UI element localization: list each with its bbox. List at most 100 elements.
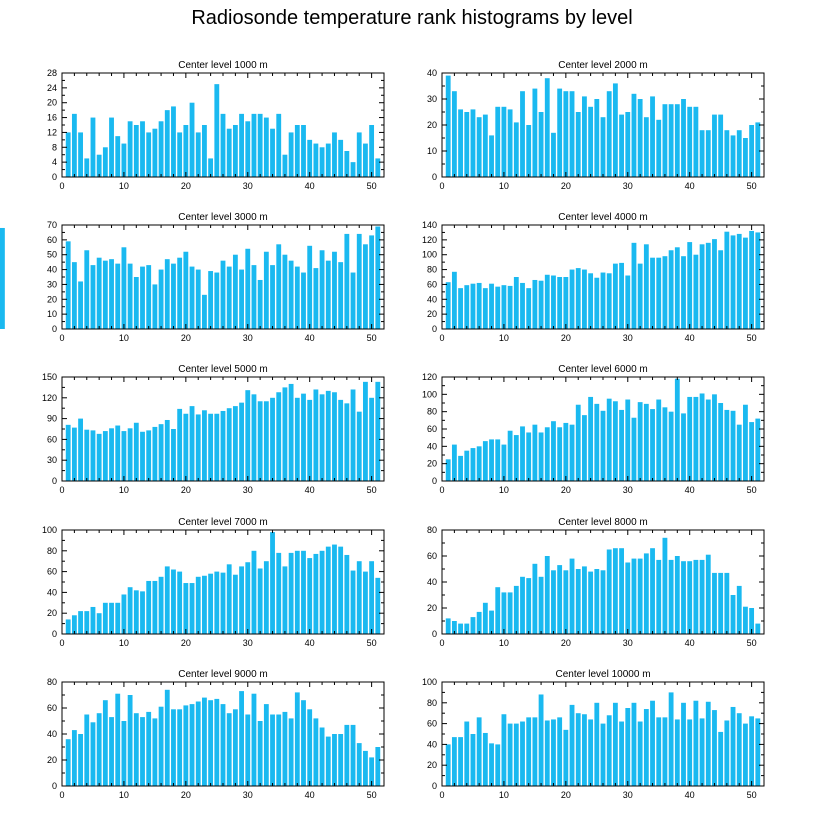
histogram-bar: [501, 285, 507, 329]
x-tick-label: 20: [181, 333, 191, 343]
x-tick-label: 0: [59, 790, 64, 800]
histogram-bar: [158, 121, 164, 177]
histogram-bar: [121, 431, 127, 481]
histogram-bar: [681, 702, 686, 786]
histogram-bar: [643, 244, 649, 329]
histogram-bar: [551, 719, 556, 786]
histogram-bar: [743, 404, 748, 481]
histogram-bar: [600, 410, 606, 481]
histogram-bar: [245, 562, 251, 634]
histogram-bar: [650, 409, 655, 481]
histogram-bar: [470, 109, 476, 177]
histogram-bar: [451, 91, 457, 177]
histogram-bar: [612, 401, 618, 481]
histogram-bar: [183, 413, 189, 481]
x-tick-label: 0: [439, 485, 444, 495]
histogram-bar: [183, 583, 189, 634]
histogram-bar: [202, 125, 207, 177]
histogram-bar: [532, 424, 538, 481]
histogram-bar: [127, 587, 133, 634]
histogram-bar: [482, 441, 488, 481]
histogram-bar: [662, 537, 668, 634]
histogram-bar: [356, 233, 362, 329]
histogram-bar: [263, 401, 269, 481]
histogram-bar: [563, 422, 569, 481]
histogram-bar: [643, 709, 649, 786]
histogram-bar: [171, 709, 176, 786]
histogram-bar: [712, 114, 717, 177]
histogram-bar: [520, 282, 525, 329]
histogram-bar: [146, 132, 152, 177]
histogram-bar: [127, 695, 133, 786]
histogram-bar: [319, 250, 325, 329]
x-tick-label: 30: [623, 485, 633, 495]
histogram-bar: [699, 559, 705, 634]
histogram-bar: [594, 702, 600, 786]
histogram-bar: [208, 158, 214, 177]
histogram-bar: [625, 112, 631, 177]
histogram-bar: [569, 424, 575, 481]
x-tick-label: 40: [305, 485, 315, 495]
histogram-bar: [643, 553, 649, 634]
histogram-bar: [226, 266, 232, 329]
histogram-bar: [588, 719, 594, 786]
histogram-bar: [356, 411, 362, 481]
x-tick-label: 0: [439, 333, 444, 343]
histogram-bar: [257, 721, 263, 786]
histogram-bar: [495, 106, 501, 177]
chart-panel: Center level 6000 m 0 10 20 30 40 50 0 20 40 60 80 1…: [422, 364, 765, 495]
histogram-bar: [489, 135, 494, 177]
histogram-bar: [557, 565, 563, 634]
chart-panel: Center level 7000 m 0 10 20 30 40 50 0 20 40 60 80 1…: [42, 517, 385, 648]
histogram-bar: [183, 705, 189, 786]
x-tick-label: 30: [623, 333, 633, 343]
histogram-bar: [214, 84, 220, 177]
histogram-bar: [251, 265, 257, 329]
histogram-bar: [482, 602, 488, 634]
histogram-bar: [712, 572, 717, 634]
histogram-bar: [133, 422, 139, 481]
histogram-bar: [693, 559, 699, 634]
histogram-bar: [458, 737, 463, 786]
histogram-bar: [699, 393, 705, 481]
histogram-bar: [513, 435, 519, 481]
y-tick-label: 50: [47, 250, 57, 260]
histogram-bar: [619, 262, 624, 329]
y-tick-label: 60: [427, 279, 437, 289]
histogram-bar: [544, 78, 550, 177]
histogram-bar: [332, 544, 337, 634]
histogram-bar: [270, 532, 275, 634]
histogram-bar: [563, 729, 569, 786]
histogram-bar: [239, 113, 244, 177]
histogram-bar: [294, 266, 300, 329]
histogram-bar: [594, 403, 600, 481]
histogram-bar: [301, 393, 306, 481]
histogram-bar: [743, 723, 748, 786]
y-tick-label: 0: [432, 476, 437, 486]
histogram-bar: [464, 112, 470, 177]
histogram-bar: [325, 143, 331, 177]
histogram-bar: [489, 439, 494, 481]
histogram-bar: [121, 247, 127, 329]
histogram-bar: [232, 125, 238, 177]
panel-title: Center level 9000 m: [178, 669, 268, 680]
histogram-bar: [588, 396, 594, 481]
histogram-bar: [78, 418, 83, 481]
histogram-bar: [730, 706, 736, 786]
histogram-bar: [257, 113, 263, 177]
histogram-bar: [451, 737, 457, 786]
histogram-bar: [263, 561, 269, 634]
histogram-bar: [544, 427, 550, 481]
panel-title: Center level 4000 m: [558, 212, 648, 223]
histogram-bar: [171, 569, 176, 634]
histogram-bar: [121, 721, 127, 786]
histogram-bar: [476, 446, 482, 481]
histogram-bar: [270, 128, 275, 177]
histogram-bar: [96, 257, 102, 329]
histogram-bar: [127, 263, 133, 329]
x-tick-label: 50: [747, 790, 757, 800]
histogram-bar: [619, 548, 624, 634]
histogram-bar: [575, 404, 581, 481]
histogram-bar: [133, 125, 139, 177]
x-tick-label: 0: [439, 181, 444, 191]
